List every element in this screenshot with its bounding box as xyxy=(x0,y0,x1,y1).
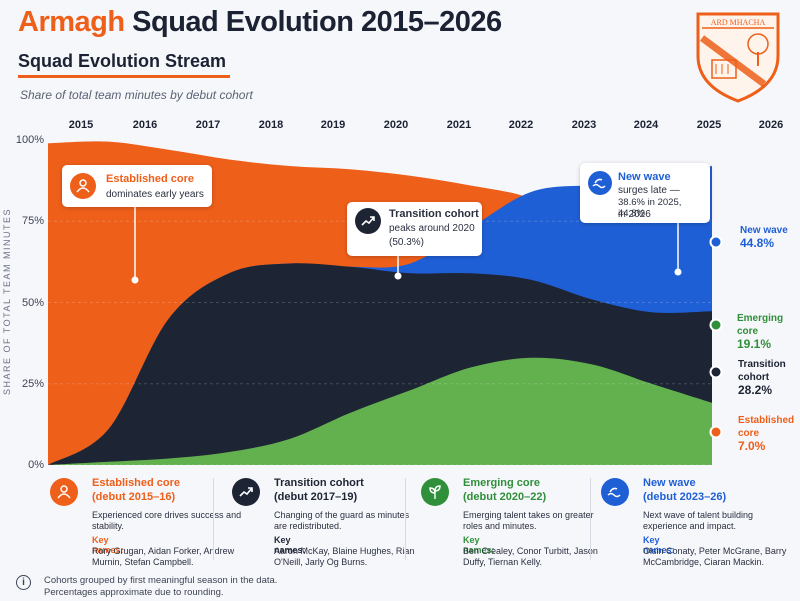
subtitle: Squad Evolution Stream xyxy=(18,51,227,71)
legend-key-label: Key names: xyxy=(274,535,306,555)
x-tick-label: 2018 xyxy=(258,119,284,131)
x-tick-label: 2017 xyxy=(195,119,221,131)
x-tick-label: 2026 xyxy=(758,119,784,131)
callout-new-wave: New wave surges late — 38.6% in 2025, 44… xyxy=(580,163,710,223)
right-label-new-wave-name: New wave xyxy=(740,225,788,236)
x-tick-label: 2015 xyxy=(68,119,94,131)
callout-new-wave-line1: surges late — xyxy=(618,185,680,196)
legend-names: Ben Crealey, Conor Turbitt, Jason Duffy,… xyxy=(463,546,598,567)
legend-name: Emerging core xyxy=(463,477,541,489)
legend-name: New wave xyxy=(643,477,696,489)
right-label-transition-value: 28.2% xyxy=(738,383,773,397)
chart-caption: Share of total team minutes by debut coh… xyxy=(20,88,253,102)
legend-desc: Experienced core drives success and stab… xyxy=(92,510,242,531)
legend-names: Oisin Conaty, Peter McGrane, Barry McCam… xyxy=(643,546,787,567)
right-label-transition-name2: cohort xyxy=(738,372,770,383)
y-tick-label: 50% xyxy=(21,296,44,309)
team-icon xyxy=(70,173,96,199)
trend-up-icon xyxy=(232,478,260,506)
callout-new-wave-title: New wave xyxy=(618,171,671,183)
right-label-emerging-value: 19.1% xyxy=(737,337,772,351)
legend-range: (debut 2017–19) xyxy=(274,491,358,503)
callout-transition: Transition cohort peaks around 2020 (50.… xyxy=(347,202,482,256)
end-marker xyxy=(709,425,723,439)
legend-divider xyxy=(405,478,406,560)
callout-transition-title: Transition cohort xyxy=(389,208,479,220)
x-tick-label: 2024 xyxy=(633,119,659,131)
y-tick-label: 100% xyxy=(15,134,44,146)
footnote-line1: Cohorts grouped by first meaningful seas… xyxy=(44,575,278,586)
callout-dot-transition xyxy=(394,272,402,280)
title-rest: Squad Evolution 2015–2026 xyxy=(132,6,502,38)
right-label-new-wave: New wave 44.8% xyxy=(740,224,788,250)
right-label-established: Established core 7.0% xyxy=(738,414,794,453)
end-marker xyxy=(709,318,723,332)
legend-divider xyxy=(590,478,591,560)
callout-dot-established xyxy=(131,276,139,284)
wave-icon xyxy=(588,171,612,195)
callout-new-wave-line2: 38.6% in 2025, 44.8% xyxy=(618,197,682,219)
right-label-new-wave-value: 44.8% xyxy=(740,236,775,250)
x-tick-label: 2021 xyxy=(446,119,472,131)
trend-up-icon xyxy=(355,208,381,234)
team-icon xyxy=(50,478,78,506)
right-label-established-name1: Established xyxy=(738,415,795,426)
series-area-emerging-core xyxy=(48,357,712,465)
legend-range: (debut 2020–22) xyxy=(463,491,547,503)
legend-desc: Emerging talent takes on greater roles a… xyxy=(463,510,594,531)
page-title: Armagh Squad Evolution 2015–2026 xyxy=(18,6,502,39)
y-tick-label: 0% xyxy=(28,459,44,471)
right-label-established-name2: core xyxy=(738,428,760,439)
legend-key-label: Key names: xyxy=(92,535,124,555)
legend-key-label: Key names: xyxy=(643,535,675,555)
right-label-emerging: Emerging core 19.1% xyxy=(737,312,800,351)
wave-icon xyxy=(601,478,629,506)
x-tick-label: 2025 xyxy=(696,119,722,131)
callout-established: Established core dominates early years xyxy=(62,165,212,207)
legend-desc: Next wave of talent building experience … xyxy=(643,510,754,531)
legend-names: Aaron McKay, Blaine Hughes, Rian O'Neill… xyxy=(274,546,415,567)
callout-new-wave-line3: in 2026 xyxy=(618,209,651,220)
x-tick-label: 2020 xyxy=(383,119,409,131)
sprout-icon xyxy=(421,478,449,506)
legend-desc: Changing of the guard as minutes are red… xyxy=(274,510,410,531)
legend-name: Transition cohort xyxy=(274,477,364,489)
x-tick-label: 2023 xyxy=(571,119,597,131)
callout-transition-line2: (50.3%) xyxy=(389,237,425,248)
right-label-emerging-name: Emerging core xyxy=(737,313,784,337)
x-tick-label: 2022 xyxy=(508,119,534,131)
callout-transition-line1: peaks around 2020 xyxy=(389,223,475,234)
legend-names: Rory Grugan, Aidan Forker, Andrew Murnin… xyxy=(92,546,235,567)
title-accent: Armagh xyxy=(18,6,125,38)
y-tick-label: 75% xyxy=(21,215,44,228)
end-marker xyxy=(709,365,723,379)
legend-key-label: Key names: xyxy=(463,535,495,555)
legend-range: (debut 2015–16) xyxy=(92,491,176,503)
legend-range: (debut 2023–26) xyxy=(643,491,727,503)
x-tick-label: 2016 xyxy=(132,119,158,131)
right-label-transition-name1: Transition xyxy=(738,359,786,370)
footnote: Cohorts grouped by first meaningful seas… xyxy=(44,575,277,599)
subtitle-underline xyxy=(18,75,230,78)
callout-dot-new-wave xyxy=(674,268,682,276)
legend-divider xyxy=(213,478,214,560)
callout-established-text: dominates early years xyxy=(106,189,204,200)
right-label-established-value: 7.0% xyxy=(738,439,766,453)
info-icon: i xyxy=(16,575,31,590)
crest-text: ARD MHACHA xyxy=(711,18,766,27)
end-marker xyxy=(709,235,723,249)
legend-name: Established core xyxy=(92,477,181,489)
y-tick-label: 25% xyxy=(21,377,44,390)
callout-established-title: Established core xyxy=(106,173,195,185)
footnote-line2: Percentages approximate due to rounding. xyxy=(44,587,224,598)
x-tick-label: 2019 xyxy=(320,119,346,131)
right-label-transition: Transition cohort 28.2% xyxy=(738,358,786,397)
armagh-crest-logo: ARD MHACHA xyxy=(696,12,780,103)
